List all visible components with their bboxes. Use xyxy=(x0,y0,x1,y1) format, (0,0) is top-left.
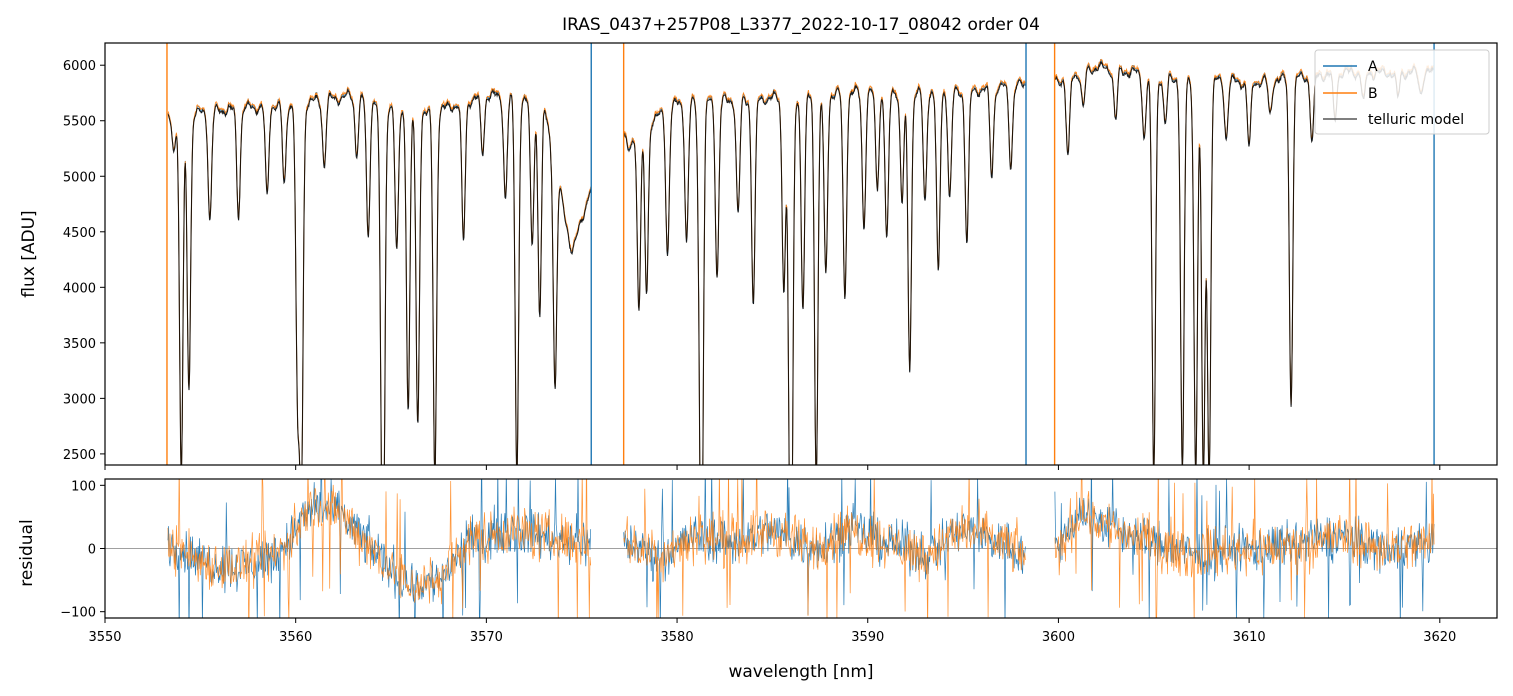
legend-label-b: B xyxy=(1368,86,1378,102)
residual-x-tick-label: 3620 xyxy=(1423,630,1456,645)
x-axis-label: wavelength [nm] xyxy=(728,662,873,682)
residual-x-tick-label: 3570 xyxy=(470,630,503,645)
legend-box xyxy=(1314,49,1490,135)
flux-y-axis: 2500 3000 3500 4000 4500 5000 5500 6000 xyxy=(63,59,105,463)
legend: A B telluric model xyxy=(1314,49,1490,135)
residual-plot-area xyxy=(105,479,1497,618)
residual-x-axis: 3550 3560 3570 3580 3590 3600 3610 3620 xyxy=(88,618,1456,645)
flux-y-tick-label: 5000 xyxy=(63,170,96,185)
flux-y-tick-label: 3500 xyxy=(63,337,96,352)
residual-x-tick-label: 3580 xyxy=(661,630,694,645)
chart-title: IRAS_0437+257P08_L3377_2022-10-17_08042 … xyxy=(562,15,1040,35)
flux-y-tick-label: 4500 xyxy=(63,226,96,241)
residual-x-tick-label: 3550 xyxy=(88,630,121,645)
flux-y-tick-label: 2500 xyxy=(63,448,96,463)
flux-y-tick-label: 5500 xyxy=(63,115,96,130)
flux-plot-area xyxy=(166,43,1435,465)
residual-series-B xyxy=(167,479,1435,618)
residual-y-tick-label: 100 xyxy=(71,479,96,494)
residual-x-tick-label: 3590 xyxy=(851,630,884,645)
residual-y-axis: −100 0 100 xyxy=(60,479,105,621)
residual-panel: −100 0 100 3550 3560 3570 3580 3590 3600 3610 362… xyxy=(17,478,1498,682)
flux-y-label: flux [ADU] xyxy=(19,210,39,297)
legend-label-a: A xyxy=(1368,59,1378,75)
flux-x-ticks xyxy=(104,465,1441,470)
residual-y-tick-label: −100 xyxy=(60,606,96,621)
residual-x-tick-label: 3560 xyxy=(279,630,312,645)
residual-x-tick-label: 3610 xyxy=(1233,630,1266,645)
flux-y-tick-label: 4000 xyxy=(63,281,96,296)
flux-y-tick-label: 3000 xyxy=(63,392,96,407)
flux-y-tick-label: 6000 xyxy=(63,59,96,74)
residual-x-tick-label: 3600 xyxy=(1042,630,1075,645)
residual-y-tick-label: 0 xyxy=(88,543,96,558)
legend-label-telluric: telluric model xyxy=(1368,112,1464,128)
flux-panel-frame xyxy=(104,42,1498,466)
residual-y-label: residual xyxy=(17,519,37,586)
flux-panel: 2500 3000 3500 4000 4500 5000 5500 6000 flux [A… xyxy=(19,42,1498,470)
